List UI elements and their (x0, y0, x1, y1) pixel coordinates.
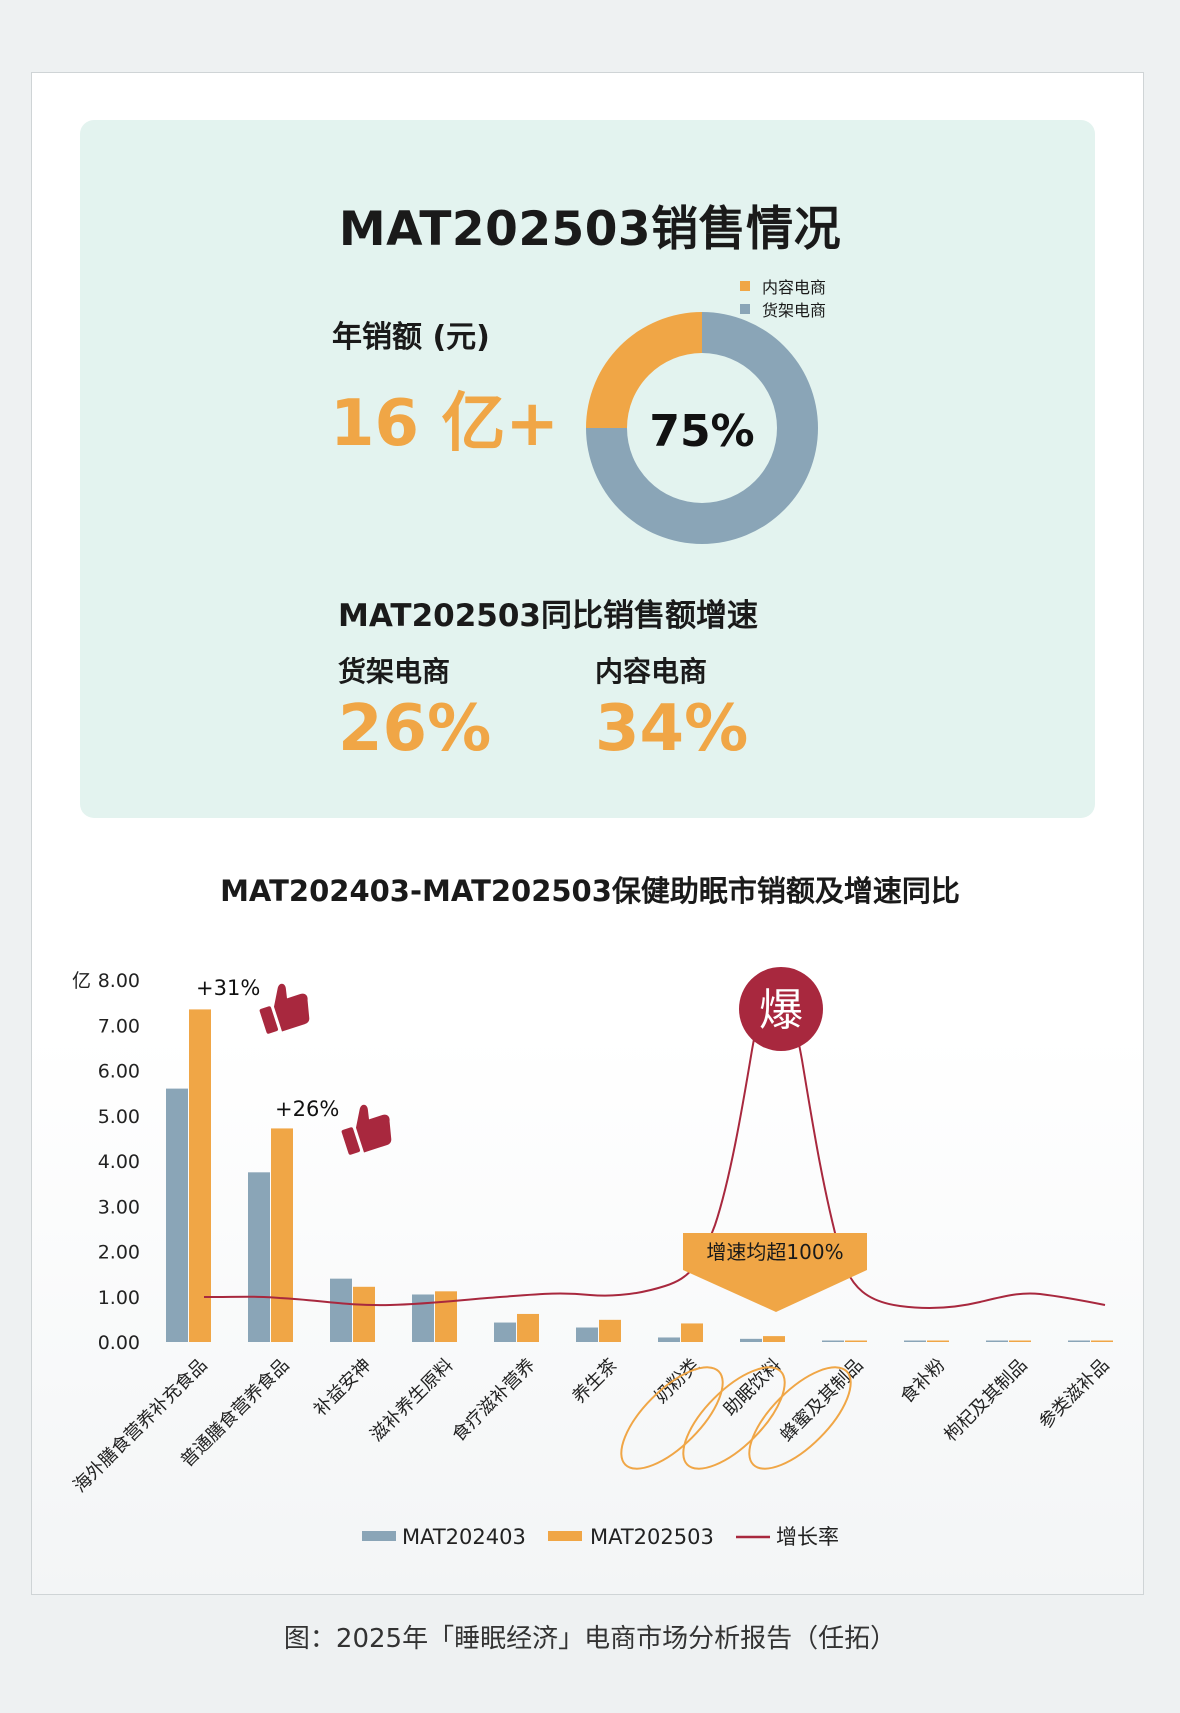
y-tick-label: 5.00 (98, 1106, 140, 1128)
thumbs-up-icon (341, 1104, 392, 1155)
highlight-ellipse (682, 1366, 786, 1470)
bar-mat202403 (248, 1172, 270, 1342)
bar-mat202403 (1068, 1340, 1090, 1342)
growth-value-content: 34% (595, 692, 749, 766)
growth-title: MAT202503同比销售额增速 (338, 598, 758, 634)
legend-swatch-icon (740, 303, 750, 314)
legend-label: MAT202503 (590, 1525, 714, 1549)
thumbs-up-icon (273, 983, 310, 1032)
category-label: 食补粉 (897, 1355, 950, 1408)
category-label: 奶粉类 (651, 1355, 704, 1408)
bar-mat202503 (435, 1291, 457, 1342)
y-tick-label: 2.00 (98, 1242, 140, 1264)
bar-mat202403 (494, 1322, 516, 1342)
callout-arrow (683, 1233, 867, 1312)
bar-mat202403 (658, 1337, 680, 1342)
burst-badge-text: 爆 (759, 985, 803, 1036)
callout-text: 增速均超100% (706, 1240, 843, 1264)
figure-caption: 图：2025年「睡眠经济」电商市场分析报告（任拓） (283, 1624, 897, 1654)
y-tick-label: 3.00 (98, 1196, 140, 1218)
growth-annotation: +26% (275, 1097, 339, 1121)
annual-sales-label: 年销额 (元) (332, 320, 490, 355)
bar-mat202503 (599, 1319, 621, 1342)
bar-mat202403 (576, 1327, 598, 1342)
growth-value-shelf: 26% (338, 692, 492, 766)
bar-mat202403 (822, 1340, 844, 1342)
growth-annotation: +31% (196, 976, 260, 1000)
donut-legend-label: 内容电商 (762, 277, 827, 297)
category-label: 蜂蜜及其制品 (776, 1355, 867, 1446)
annual-sales-value: 16 亿+ (330, 387, 559, 461)
thumbs-up-icon (355, 1104, 392, 1153)
y-tick-label: 0.00 (98, 1332, 140, 1354)
bar-mat202403 (166, 1088, 188, 1342)
bar-mat202503 (1091, 1340, 1113, 1342)
bar-mat202403 (740, 1338, 762, 1342)
growth-label-content: 内容电商 (595, 655, 708, 688)
bar-mat202503 (517, 1313, 539, 1342)
bar-mat202503 (353, 1286, 375, 1342)
legend-swatch-icon (740, 280, 750, 291)
bar-mat202503 (845, 1340, 867, 1342)
bar-mat202403 (412, 1294, 434, 1342)
legend-swatch-icon (548, 1531, 582, 1541)
bar-mat202403 (330, 1278, 352, 1342)
bar-mat202503 (189, 1009, 211, 1342)
highlight-ellipse (620, 1366, 724, 1470)
thumbs-up-icon (259, 1006, 279, 1034)
bar-mat202503 (271, 1128, 293, 1342)
y-tick-label: 4.00 (98, 1151, 140, 1173)
legend-swatch-icon (362, 1531, 396, 1541)
bar-mat202503 (681, 1323, 703, 1342)
category-label: 养生茶 (569, 1355, 622, 1408)
thumbs-up-icon (259, 983, 310, 1034)
y-axis-unit: 亿 (72, 970, 91, 992)
y-tick-label: 1.00 (98, 1287, 140, 1309)
chart-background (32, 1034, 1143, 1594)
burst-badge (739, 967, 823, 1051)
chart-title: MAT202403-MAT202503保健助眠市销额及增速同比 (220, 874, 960, 908)
category-label: 参类滋补品 (1035, 1355, 1113, 1433)
category-label: 海外膳食营养补充食品 (69, 1355, 211, 1497)
donut-legend-item: 内容电商 (740, 274, 826, 297)
y-tick-label: 6.00 (98, 1061, 140, 1083)
y-tick-label: 7.00 (98, 1015, 140, 1037)
bar-mat202503 (927, 1340, 949, 1342)
growth-label-shelf: 货架电商 (338, 655, 451, 688)
legend-label: MAT202403 (402, 1525, 526, 1549)
bar-mat202403 (986, 1340, 1008, 1342)
category-label: 滋补养生原料 (366, 1355, 457, 1446)
thumbs-up-icon (341, 1127, 361, 1155)
growth-rate-line (203, 980, 1106, 1310)
highlight-ellipse (748, 1366, 852, 1470)
summary-title: MAT202503销售情况 (338, 202, 842, 257)
y-tick-label: 8.00 (98, 970, 140, 992)
category-label: 补益安神 (310, 1355, 376, 1421)
bar-mat202503 (1009, 1340, 1031, 1342)
category-label: 食疗滋补营养 (448, 1355, 539, 1446)
bar-mat202503 (763, 1336, 785, 1342)
category-label: 枸杞及其制品 (940, 1355, 1031, 1446)
legend-label: 增长率 (776, 1525, 839, 1549)
bar-mat202403 (904, 1340, 926, 1342)
